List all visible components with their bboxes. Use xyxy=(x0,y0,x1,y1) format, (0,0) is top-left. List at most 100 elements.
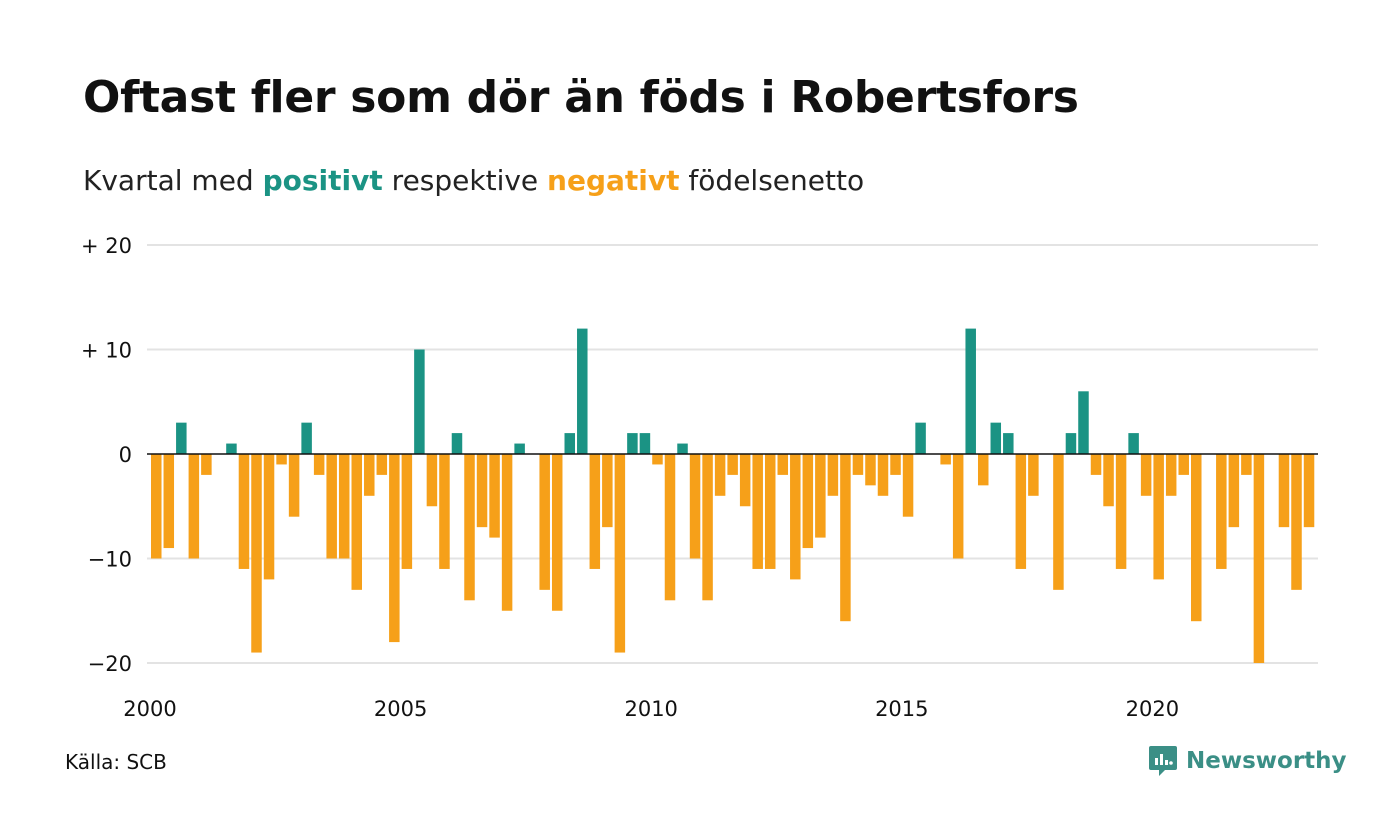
bar-negative xyxy=(952,454,964,559)
bar-negative xyxy=(827,454,839,496)
bar-negative xyxy=(276,454,287,465)
bar-negative xyxy=(1115,454,1127,569)
bar-positive xyxy=(990,422,1002,454)
bar-negative xyxy=(489,454,500,538)
subtitle-suffix: födelsenetto xyxy=(679,164,865,197)
bar-positive xyxy=(965,328,976,454)
brand-name: Newsworthy xyxy=(1186,748,1347,774)
bar-negative xyxy=(1291,454,1302,590)
bar-negative xyxy=(602,454,613,528)
bar-negative xyxy=(1053,454,1064,590)
bar-negative xyxy=(426,454,438,507)
bar-negative xyxy=(188,454,200,559)
bar-negative xyxy=(840,454,851,622)
x-tick-label: 2020 xyxy=(1126,697,1179,721)
bar-negative xyxy=(501,454,513,611)
bar-negative xyxy=(539,454,550,590)
source-label: Källa: SCB xyxy=(65,750,167,774)
bar-negative xyxy=(689,454,701,559)
subtitle-middle: respektive xyxy=(382,164,548,197)
bar-positive xyxy=(1078,391,1089,454)
y-axis-ticks: + 20 + 10 0 −10 −20 xyxy=(81,234,132,676)
subtitle-negative: negativt xyxy=(547,164,680,197)
bar-negative xyxy=(1191,454,1202,622)
bar-negative xyxy=(1278,454,1290,528)
bar-negative xyxy=(702,454,713,601)
subtitle-prefix: Kvartal med xyxy=(83,164,263,197)
bar-negative xyxy=(1165,454,1177,496)
bar-negative xyxy=(1241,454,1252,475)
bar-negative xyxy=(664,454,676,601)
bar-negative xyxy=(238,454,250,569)
bar-positive xyxy=(414,349,425,454)
bar-negative xyxy=(326,454,337,559)
y-tick-label: −20 xyxy=(88,652,132,676)
bar-negative xyxy=(877,454,889,496)
bar-negative xyxy=(313,454,325,475)
x-tick-label: 2010 xyxy=(624,697,677,721)
bar-positive xyxy=(1128,433,1139,454)
bar-negative xyxy=(201,454,212,475)
bar-negative xyxy=(1216,454,1227,569)
x-tick-label: 2000 xyxy=(123,697,176,721)
bar-positive xyxy=(451,433,463,454)
bar-negative xyxy=(589,454,601,569)
bar-negative xyxy=(464,454,475,601)
bar-negative xyxy=(1103,454,1114,507)
bar-negative xyxy=(764,454,776,569)
bar-negative xyxy=(163,454,175,549)
bar-positive xyxy=(176,422,187,454)
bar-negative xyxy=(865,454,876,486)
bar-negative xyxy=(614,454,626,653)
bar-negative xyxy=(263,454,275,580)
bar-negative xyxy=(977,454,989,486)
bar-negative xyxy=(1153,454,1164,580)
newsworthy-logo: Newsworthy xyxy=(1148,744,1347,778)
bars xyxy=(151,328,1315,663)
newsworthy-logo-icon xyxy=(1149,746,1177,776)
bar-negative xyxy=(551,454,563,611)
bar-positive xyxy=(301,422,312,454)
chart-subtitle: Kvartal med positivt respektive negativt… xyxy=(83,164,864,197)
bar-positive xyxy=(514,443,525,454)
subtitle-positive: positivt xyxy=(262,164,383,197)
bar-negative xyxy=(364,454,375,496)
bar-negative xyxy=(777,454,789,475)
bar-negative xyxy=(389,454,400,643)
bar-negative xyxy=(714,454,726,496)
bar-negative xyxy=(476,454,488,528)
bar-negative xyxy=(1140,454,1152,496)
bar-positive xyxy=(639,433,651,454)
bar-negative xyxy=(288,454,300,517)
bar-negative xyxy=(652,454,663,465)
bar-positive xyxy=(1065,433,1077,454)
bar-negative xyxy=(376,454,388,475)
bar-negative xyxy=(1178,454,1189,475)
bar-positive xyxy=(577,328,588,454)
bar-negative xyxy=(1090,454,1102,475)
bar-negative xyxy=(1253,454,1265,663)
bar-positive xyxy=(226,443,237,454)
bar-negative xyxy=(802,454,814,549)
bar-negative xyxy=(1028,454,1039,496)
bar-negative xyxy=(890,454,901,475)
bar-positive xyxy=(677,443,688,454)
bar-positive xyxy=(1003,433,1014,454)
y-tick-label: 0 xyxy=(119,443,132,467)
x-tick-label: 2015 xyxy=(875,697,928,721)
bar-negative xyxy=(727,454,738,475)
bar-negative xyxy=(338,454,350,559)
bar-negative xyxy=(852,454,864,475)
bar-negative xyxy=(752,454,763,569)
bar-negative xyxy=(739,454,751,507)
chart-title: Oftast fler som dör än föds i Robertsfor… xyxy=(83,72,1079,123)
bar-negative xyxy=(1015,454,1027,569)
y-tick-label: + 10 xyxy=(81,339,132,363)
bar-negative xyxy=(151,454,162,559)
bar-negative xyxy=(401,454,413,569)
bar-negative xyxy=(940,454,951,465)
y-tick-label: −10 xyxy=(88,548,132,572)
bar-positive xyxy=(627,433,638,454)
bar-negative xyxy=(1303,454,1315,528)
